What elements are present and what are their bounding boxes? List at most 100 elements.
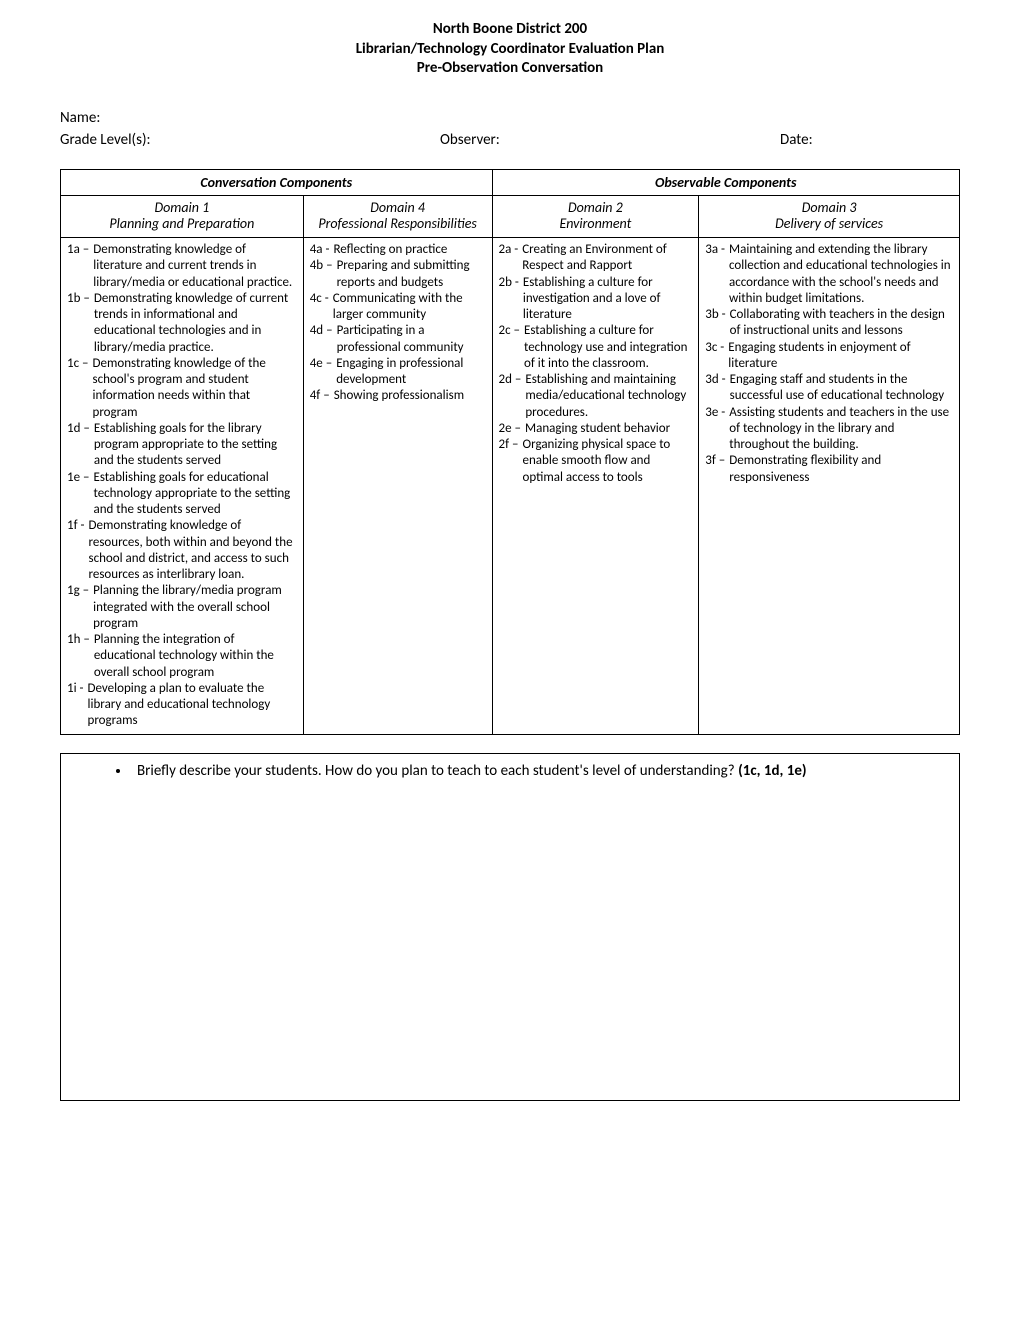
domain-item: 2a -Creating an Environment of Respect a… <box>499 242 693 275</box>
domain4-title: Domain 4 <box>310 200 486 217</box>
domain-item: 4a -Reflecting on practice <box>310 242 486 258</box>
domain-item: 1g –Planning the library/media program i… <box>67 583 297 632</box>
name-label: Name: <box>60 109 960 127</box>
domain1-sub: Planning and Preparation <box>67 216 297 233</box>
domain-item: 1d –Establishing goals for the library p… <box>67 421 297 470</box>
item-text: Planning the integration of educational … <box>94 632 297 681</box>
domain3-sub: Delivery of services <box>705 216 953 233</box>
domain-item: 2c –Establishing a culture for technolog… <box>499 323 693 372</box>
item-code: 3a - <box>705 242 729 307</box>
item-text: Establishing a culture for investigation… <box>523 275 692 324</box>
item-code: 2f – <box>499 437 523 486</box>
item-code: 2e – <box>499 421 525 437</box>
item-code: 1i - <box>67 681 88 730</box>
domain-item: 3e - Assisting students and teachers in … <box>705 405 953 454</box>
item-code: 2a - <box>499 242 523 275</box>
item-text: Establishing goals for the library progr… <box>94 421 297 470</box>
domain-item: 1b –Demonstrating knowledge of current t… <box>67 291 297 356</box>
domain-item: 3a - Maintaining and extending the libra… <box>705 242 953 307</box>
item-text: Engaging staff and students in the succe… <box>730 372 953 405</box>
domain2-content: 2a -Creating an Environment of Respect a… <box>492 238 699 735</box>
domain-item: 1e –Establishing goals for educational t… <box>67 470 297 519</box>
domain-item: 4b –Preparing and submitting reports and… <box>310 258 486 291</box>
item-code: 3f – <box>705 453 729 486</box>
item-text: Establishing and maintaining media/educa… <box>525 372 692 421</box>
header-line2: Librarian/Technology Coordinator Evaluat… <box>60 40 960 60</box>
domain3-title: Domain 3 <box>705 200 953 217</box>
domain1-title: Domain 1 <box>67 200 297 217</box>
item-code: 1f - <box>67 518 88 583</box>
domain-item: 3d - Engaging staff and students in the … <box>705 372 953 405</box>
domain2-header: Domain 2 Environment <box>492 195 699 238</box>
item-text: Demonstrating flexibility and responsive… <box>729 453 953 486</box>
item-code: 4e – <box>310 356 336 389</box>
domain4-header: Domain 4 Professional Responsibilities <box>303 195 492 238</box>
domain-item: 2d –Establishing and maintaining media/e… <box>499 372 693 421</box>
item-code: 1g – <box>67 583 93 632</box>
item-text: Demonstrating knowledge of resources, bo… <box>88 518 296 583</box>
item-text: Creating an Environment of Respect and R… <box>522 242 692 275</box>
item-code: 1d – <box>67 421 94 470</box>
item-code: 3c - <box>705 340 728 373</box>
domain-item: 3b - Collaborating with teachers in the … <box>705 307 953 340</box>
header-line1: North Boone District 200 <box>60 20 960 40</box>
date-label: Date: <box>780 131 960 149</box>
domain3-content: 3a - Maintaining and extending the libra… <box>699 238 960 735</box>
conversation-components-header: Conversation Components <box>61 169 493 195</box>
item-text: Establishing a culture for technology us… <box>524 323 692 372</box>
domain-item: 1h –Planning the integration of educatio… <box>67 632 297 681</box>
item-text: Establishing goals for educational techn… <box>93 470 296 519</box>
item-text: Demonstrating knowledge of current trend… <box>94 291 297 356</box>
item-text: Demonstrating knowledge of literature an… <box>93 242 296 291</box>
item-text: Engaging in professional development <box>336 356 485 389</box>
prompt-box: Briefly describe your students. How do y… <box>60 753 960 1101</box>
item-code: 3b - <box>705 307 729 340</box>
item-code: 1b – <box>67 291 94 356</box>
item-code: 3d - <box>705 372 729 405</box>
item-text: Reflecting on practice <box>333 242 485 258</box>
domain-item: 3f –Demonstrating flexibility and respon… <box>705 453 953 486</box>
prompt-item: Briefly describe your students. How do y… <box>131 762 947 780</box>
item-code: 4d – <box>310 323 337 356</box>
document-header: North Boone District 200 Librarian/Techn… <box>60 20 960 79</box>
item-code: 4b – <box>310 258 337 291</box>
header-line3: Pre-Observation Conversation <box>60 59 960 79</box>
item-code: 3e - <box>705 405 729 454</box>
item-code: 2b - <box>499 275 523 324</box>
item-code: 2d – <box>499 372 526 421</box>
domain-item: 2e –Managing student behavior <box>499 421 693 437</box>
item-code: 1a – <box>67 242 93 291</box>
domain-item: 1f - Demonstrating knowledge of resource… <box>67 518 297 583</box>
item-code: 4a - <box>310 242 334 258</box>
item-text: Participating in a professional communit… <box>337 323 486 356</box>
observer-label: Observer: <box>440 131 780 149</box>
observable-components-header: Observable Components <box>492 169 960 195</box>
item-text: Communicating with the larger community <box>333 291 486 324</box>
item-text: Engaging students in enjoyment of litera… <box>728 340 953 373</box>
domain1-header: Domain 1 Planning and Preparation <box>61 195 304 238</box>
domain-item: 4c -Communicating with the larger commun… <box>310 291 486 324</box>
item-text: Developing a plan to evaluate the librar… <box>88 681 297 730</box>
item-text: Maintaining and extending the library co… <box>729 242 953 307</box>
item-text: Managing student behavior <box>525 421 692 437</box>
item-code: 4c - <box>310 291 333 324</box>
item-text: Collaborating with teachers in the desig… <box>730 307 953 340</box>
domain3-header: Domain 3 Delivery of services <box>699 195 960 238</box>
domain-item: 3c - Engaging students in enjoyment of l… <box>705 340 953 373</box>
item-text: Organizing physical space to enable smoo… <box>522 437 692 486</box>
domain4-content: 4a -Reflecting on practice4b –Preparing … <box>303 238 492 735</box>
domain-item: 4d –Participating in a professional comm… <box>310 323 486 356</box>
domain2-title: Domain 2 <box>499 200 693 217</box>
item-text: Demonstrating knowledge of the school's … <box>93 356 297 421</box>
grade-label: Grade Level(s): <box>60 131 440 149</box>
item-code: 4f – <box>310 388 334 404</box>
domain4-sub: Professional Responsibilities <box>310 216 486 233</box>
prompt-ref: (1c, 1d, 1e) <box>738 762 807 780</box>
domain2-sub: Environment <box>499 216 693 233</box>
item-text: Preparing and submitting reports and bud… <box>337 258 486 291</box>
prompt-text: Briefly describe your students. How do y… <box>137 762 738 780</box>
domain1-content: 1a –Demonstrating knowledge of literatur… <box>61 238 304 735</box>
domain-item: 2f –Organizing physical space to enable … <box>499 437 693 486</box>
item-text: Showing professionalism <box>334 388 486 404</box>
item-code: 1e – <box>67 470 93 519</box>
